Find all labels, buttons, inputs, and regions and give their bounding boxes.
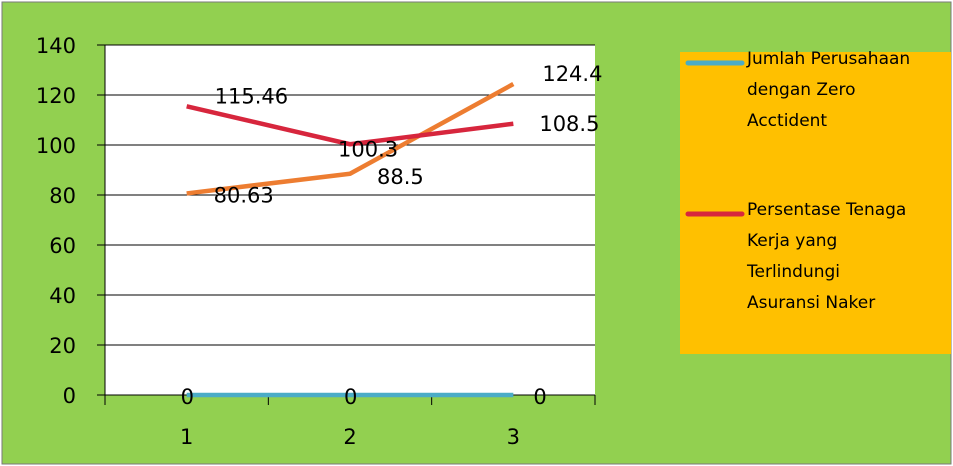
y-tick-label: 40 [49, 284, 76, 308]
legend-label: Kerja yang [747, 231, 837, 251]
plot-area [105, 45, 595, 395]
x-tick-label: 3 [507, 425, 520, 449]
legend-label: Acctident [747, 111, 827, 131]
y-tick-label: 120 [36, 84, 76, 108]
y-tick-label: 100 [36, 134, 76, 158]
y-tick-label: 140 [36, 34, 76, 58]
data-label: 108.5 [539, 112, 599, 136]
y-tick-label: 0 [63, 384, 76, 408]
data-labels: 0 0 0 115.46 100.3 108.5 80.63 88.5 124.4 [181, 62, 603, 409]
legend-box [680, 52, 951, 354]
data-label: 100.3 [338, 137, 398, 161]
legend-label: dengan Zero [747, 80, 856, 100]
data-label: 124.4 [542, 62, 602, 86]
legend-label: Jumlah Perusahaan [746, 49, 910, 69]
y-tick-label: 60 [49, 234, 76, 258]
x-tick-label: 1 [180, 425, 193, 449]
series-line [186, 82, 515, 196]
legend-label: Persentase Tenaga [747, 200, 906, 220]
x-tick-label: 2 [343, 425, 356, 449]
data-label: 0 [181, 385, 194, 409]
series-lines [186, 82, 515, 398]
data-label: 88.5 [377, 165, 424, 189]
axes: 0 20 40 60 80 100 120 140 1 2 3 [36, 34, 596, 449]
data-label: 80.63 [214, 183, 274, 207]
data-label: 0 [533, 385, 546, 409]
legend-label: Asuransi Naker [747, 293, 875, 313]
legend: Jumlah Perusahaan dengan Zero Acctident Per… [680, 49, 951, 354]
y-tick-label: 80 [49, 184, 76, 208]
series-line [186, 104, 514, 147]
data-label: 115.46 [215, 84, 288, 108]
legend-label: Terlindungi [746, 262, 840, 282]
data-label: 0 [344, 385, 357, 409]
y-tick-label: 20 [49, 334, 76, 358]
